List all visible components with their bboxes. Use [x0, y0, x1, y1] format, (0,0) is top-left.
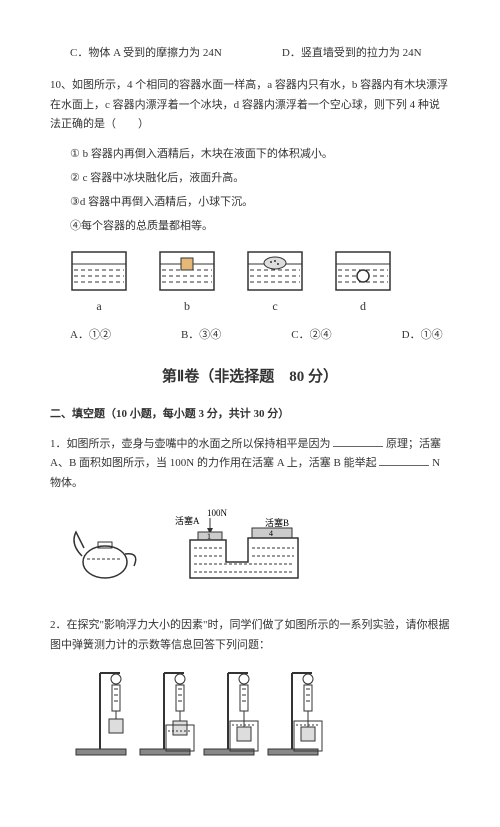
q1-text-pre: 1．如图所示，壶身与壶嘴中的水面之所以保持相平是因为: [50, 438, 333, 450]
beaker-d-label: d: [360, 299, 366, 313]
part-ii-header: 第Ⅱ卷（非选择题 80 分）: [50, 364, 450, 391]
piston-b-label: 活塞B: [265, 517, 289, 528]
q10-stmt-1: ① b 容器内再倒入酒精后，木块在液面下的体积减小。: [70, 145, 450, 165]
q1-body: 1．如图所示，壶身与壶嘴中的水面之所以保持相平是因为 原理；活塞 A、B 面积如…: [50, 435, 450, 494]
q10-stem: 10、如图所示，4 个相同的容器水面一样高，a 容器内只有水，b 容器内有木块漂…: [50, 76, 450, 135]
beaker-c: c: [246, 250, 304, 318]
q9-option-d: D．竖直墙受到的拉力为 24N: [282, 44, 422, 64]
beaker-a: a: [70, 250, 128, 318]
q10-choice-b: B．③④: [181, 326, 221, 346]
q2-body: 2．在探究"影响浮力大小的因素"时，同学们做了如图所示的一系列实验，请你根据图中…: [50, 616, 450, 656]
q9-options: C．物体 A 受到的摩擦力为 24N D．竖直墙受到的拉力为 24N: [70, 44, 450, 64]
q10-choice-d: D．①④: [402, 326, 443, 346]
q10-choices: A．①② B．③④ C．②④ D．①④: [70, 326, 450, 346]
area-b: 4: [269, 529, 273, 538]
beaker-b: b: [158, 250, 216, 318]
beaker-d: d: [334, 250, 392, 318]
beaker-c-label: c: [272, 299, 277, 313]
force-label: 100N: [207, 508, 228, 518]
q10-diagrams: a b c d: [70, 250, 450, 318]
q10-stmt-2: ② c 容器中冰块融化后，液面升高。: [70, 169, 450, 189]
q10-choice-a: A．①②: [70, 326, 111, 346]
q2-figure: [70, 665, 450, 773]
section-2-title: 二、填空题（10 小题，每小题 3 分，共计 30 分）: [50, 405, 450, 425]
q1-blank-1[interactable]: [333, 435, 383, 447]
q10-stmt-4: ④每个容器的总质量都相等。: [70, 217, 450, 237]
beaker-b-label: b: [184, 299, 190, 313]
q1-blank-2[interactable]: [379, 454, 429, 466]
q10-stmt-3: ③d 容器中再倒入酒精后，小球下沉。: [70, 193, 450, 213]
beaker-a-label: a: [96, 299, 101, 313]
q10-choice-c: C．②④: [291, 326, 331, 346]
q9-option-c: C．物体 A 受到的摩擦力为 24N: [70, 44, 222, 64]
piston-a-label: 活塞A: [175, 515, 200, 526]
q1-figure: 活塞A 100N 活塞B 1 4: [70, 504, 450, 602]
